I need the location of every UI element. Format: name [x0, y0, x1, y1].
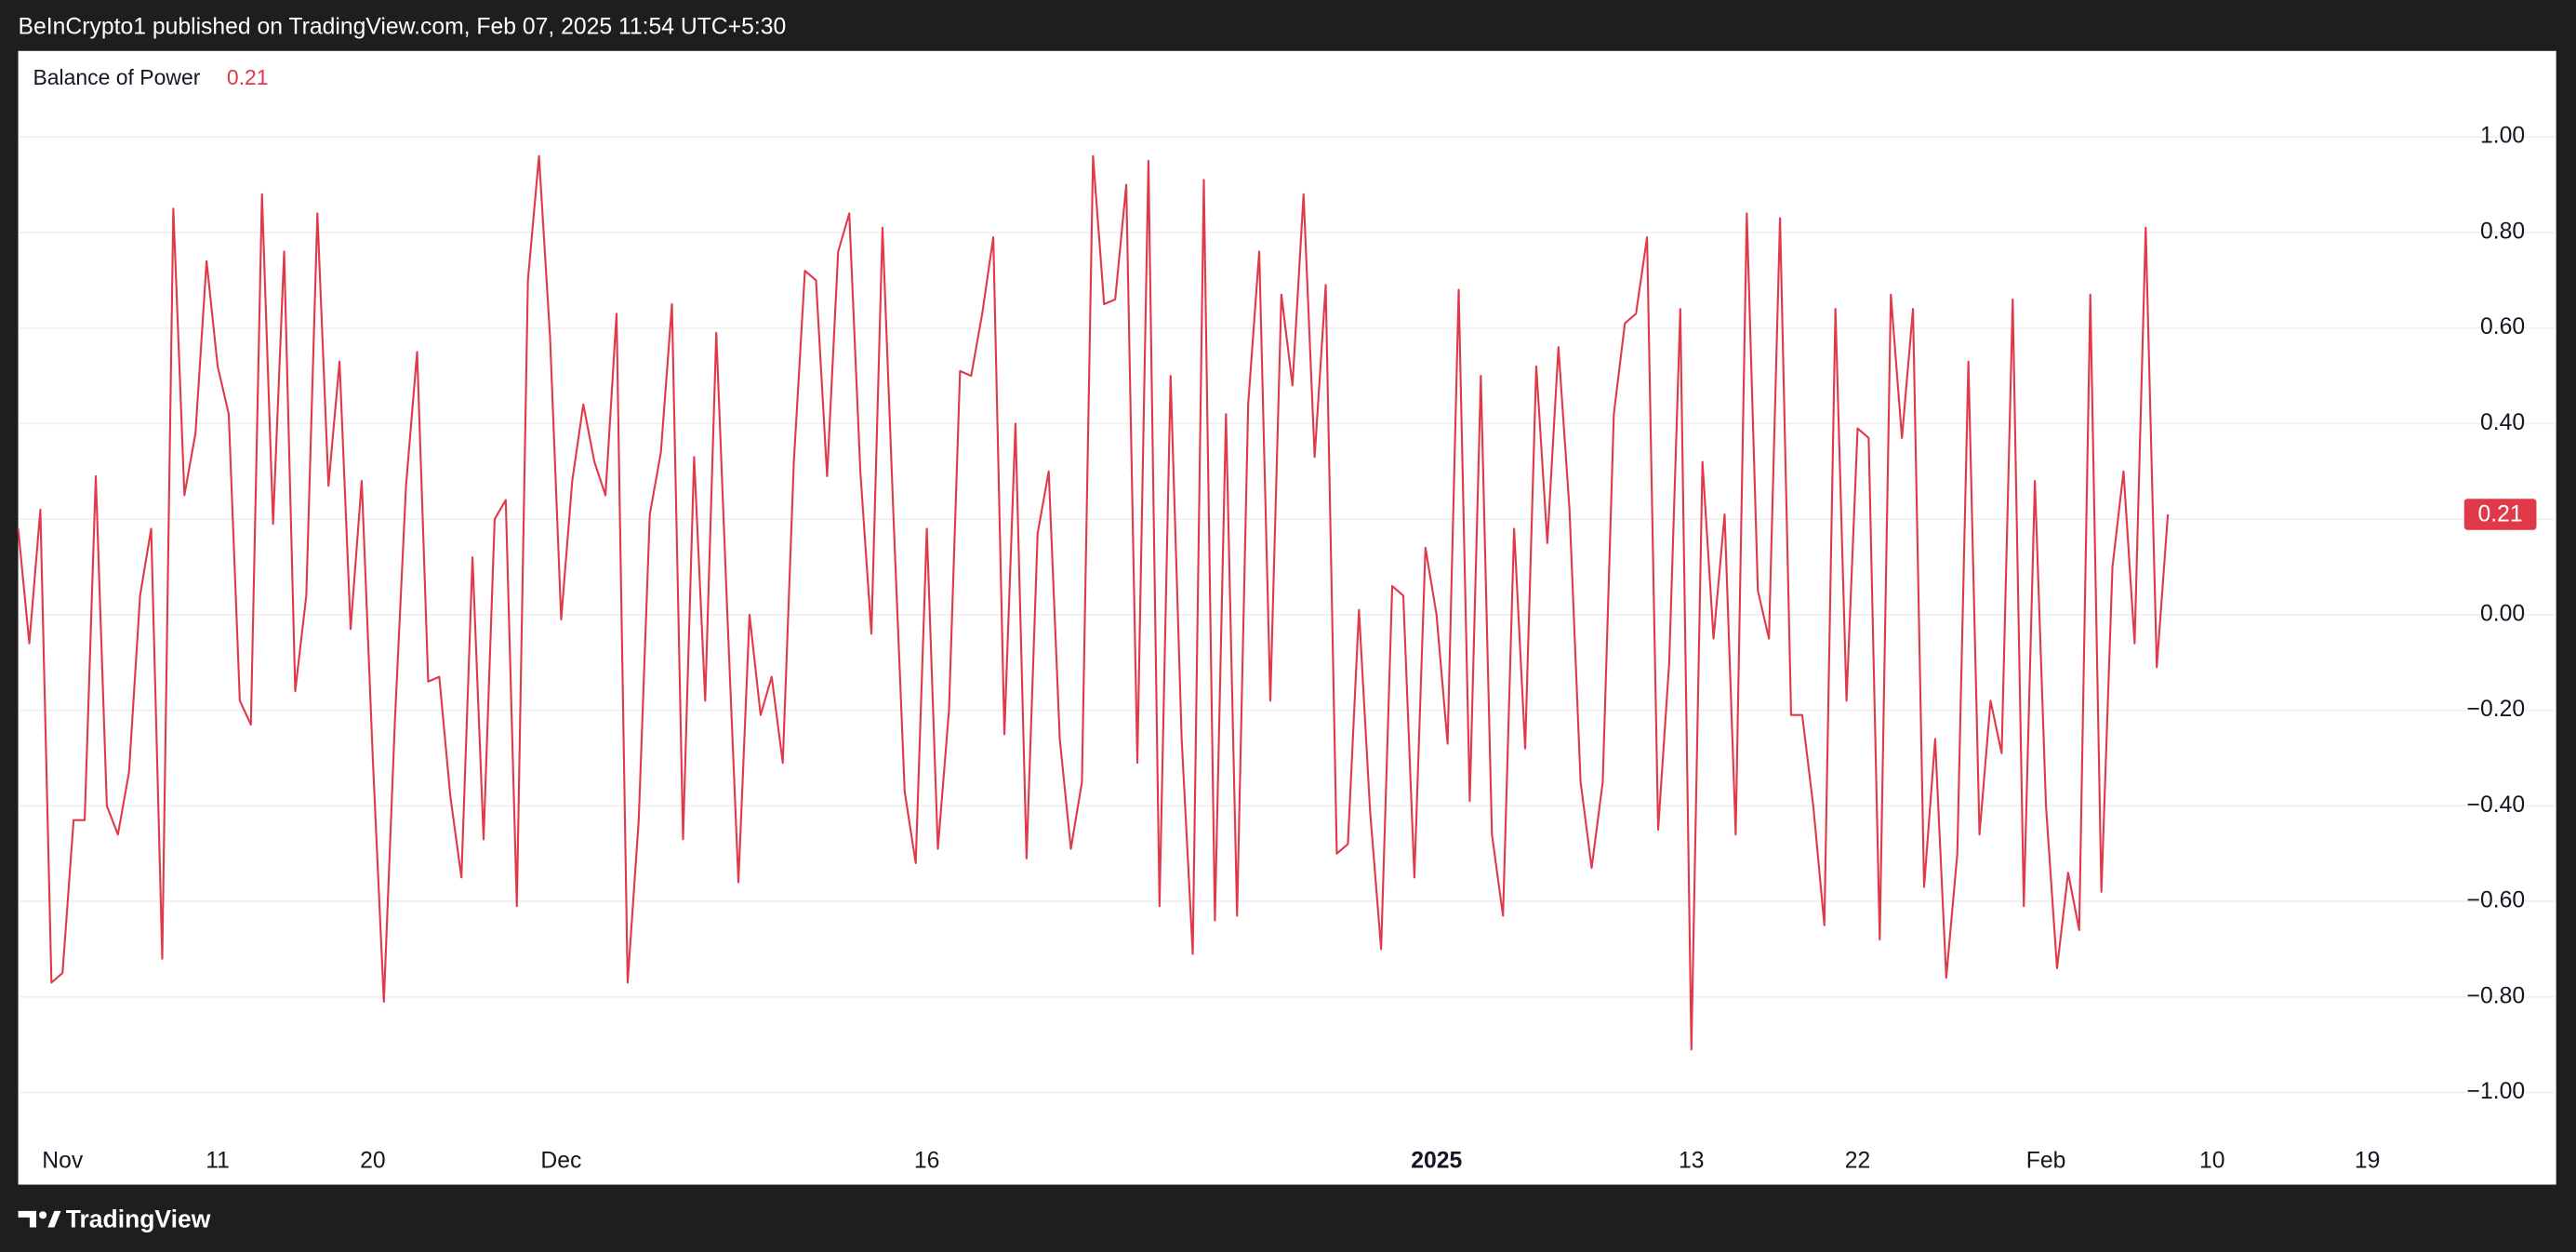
axes: 1.000.800.600.400.200.00−0.20−0.40−0.60−… — [42, 124, 2537, 1173]
y-tick-label: −0.40 — [2467, 792, 2526, 818]
last-value-label: 0.21 — [2478, 501, 2523, 526]
legend-value: 0.21 — [227, 65, 269, 89]
x-tick-label: 13 — [1679, 1148, 1705, 1173]
y-tick-label: −1.00 — [2467, 1079, 2526, 1104]
x-tick-label: 22 — [1845, 1148, 1871, 1173]
x-tick-label: Feb — [2026, 1148, 2066, 1173]
y-tick-label: 0.60 — [2480, 314, 2525, 340]
y-tick-label: 0.00 — [2480, 601, 2525, 626]
grid — [18, 136, 2556, 1094]
x-tick-label: 20 — [360, 1148, 386, 1173]
footer-logo — [18, 1210, 61, 1228]
footer-brand: TradingView — [66, 1205, 211, 1232]
x-tick-label: 2025 — [1411, 1148, 1462, 1173]
y-tick-label: 0.80 — [2480, 219, 2525, 244]
header-text: BeInCrypto1 published on TradingView.com… — [19, 15, 787, 40]
y-tick-label: 0.40 — [2480, 410, 2525, 435]
plot — [17, 154, 2170, 1051]
x-tick-label: 16 — [914, 1148, 940, 1173]
logo-mark — [18, 1210, 36, 1228]
logo-dot — [39, 1211, 47, 1219]
x-tick-label: Dec — [540, 1148, 581, 1173]
y-tick-label: 1.00 — [2480, 124, 2525, 149]
x-tick-label: 11 — [206, 1148, 230, 1173]
last-value-badge — [2463, 499, 2537, 530]
x-tick-label: Nov — [42, 1148, 84, 1173]
y-tick-label: −0.80 — [2467, 983, 2526, 1008]
x-tick-label: 19 — [2355, 1148, 2381, 1173]
x-tick-label: 10 — [2199, 1148, 2225, 1173]
y-tick-label: −0.20 — [2467, 697, 2526, 722]
logo-slash — [47, 1210, 61, 1228]
y-tick-label: −0.60 — [2467, 888, 2526, 913]
legend-name: Balance of Power — [33, 65, 200, 89]
line — [17, 154, 2170, 1051]
